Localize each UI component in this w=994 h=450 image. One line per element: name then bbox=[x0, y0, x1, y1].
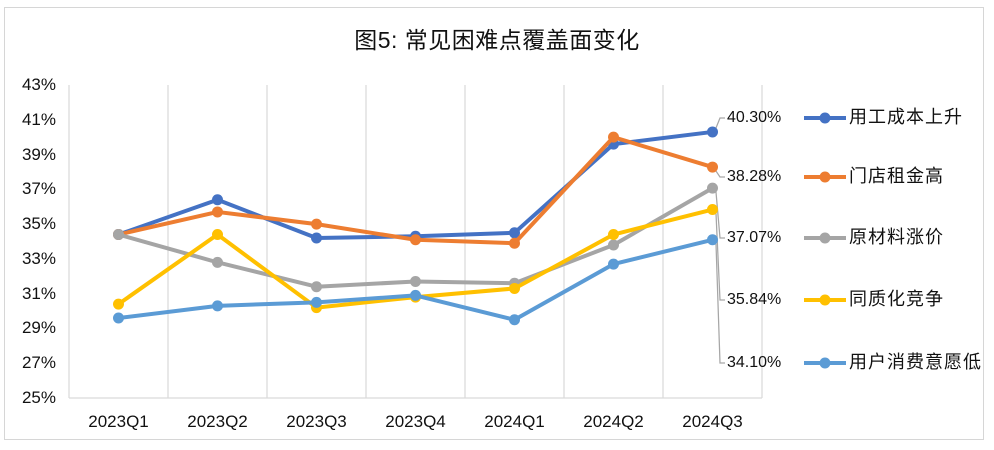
x-axis-tick: 2024Q1 bbox=[484, 412, 545, 431]
data-point-3-5 bbox=[608, 229, 619, 241]
data-point-1-4 bbox=[509, 237, 520, 249]
legend-marker-dot bbox=[819, 232, 831, 244]
y-axis-tick: 25% bbox=[21, 388, 56, 407]
legend-item-label: 同质化竞争 bbox=[849, 289, 944, 309]
leader-line bbox=[715, 117, 725, 129]
data-point-3-4 bbox=[509, 282, 520, 294]
legend-marker-dot bbox=[819, 112, 831, 124]
data-point-2-6 bbox=[707, 182, 718, 194]
x-axis-tick: 2023Q1 bbox=[88, 412, 149, 431]
data-point-2-2 bbox=[311, 281, 322, 293]
data-point-3-1 bbox=[212, 229, 223, 241]
leader-line bbox=[715, 170, 725, 178]
series-line-1 bbox=[116, 135, 715, 246]
x-axis-tick: 2024Q3 bbox=[682, 412, 743, 431]
y-axis-tick: 33% bbox=[21, 248, 56, 268]
series-end-value: 38.28% bbox=[727, 168, 782, 185]
data-point-3-6 bbox=[707, 204, 718, 216]
legend-item-label: 门店租金高 bbox=[849, 166, 944, 186]
legend-marker-dot bbox=[819, 171, 831, 183]
legend-item-label: 用户消费意愿低 bbox=[849, 352, 982, 372]
data-point-0-6 bbox=[707, 126, 718, 138]
x-axis-tick: 2023Q3 bbox=[286, 412, 347, 431]
data-point-4-2 bbox=[311, 296, 322, 308]
data-point-1-3 bbox=[410, 234, 421, 246]
legend-item-label: 用工成本上升 bbox=[849, 107, 963, 127]
y-axis-tick: 43% bbox=[21, 75, 56, 94]
series-end-value: 34.10% bbox=[727, 354, 782, 371]
data-point-4-0 bbox=[113, 312, 124, 324]
x-axis-tick: 2023Q4 bbox=[385, 412, 446, 431]
data-point-4-6 bbox=[707, 234, 718, 246]
leader-line bbox=[715, 243, 725, 364]
x-axis-tick: 2024Q2 bbox=[583, 412, 644, 431]
data-point-1-2 bbox=[311, 218, 322, 230]
chart-title: 图5: 常见困难点覆盖面变化 bbox=[354, 27, 640, 53]
data-point-0-1 bbox=[212, 194, 223, 206]
series-line-0 bbox=[116, 129, 715, 241]
data-point-1-5 bbox=[608, 131, 619, 143]
data-point-0-4 bbox=[509, 227, 520, 239]
legend-marker-dot bbox=[819, 294, 831, 306]
data-point-4-4 bbox=[509, 314, 520, 326]
series-end-value: 40.30% bbox=[727, 109, 782, 126]
data-point-2-5 bbox=[608, 239, 619, 251]
y-axis-tick: 35% bbox=[21, 214, 56, 234]
x-axis-tick: 2023Q2 bbox=[187, 412, 248, 431]
y-axis-tick: 31% bbox=[21, 283, 56, 303]
data-point-0-2 bbox=[311, 232, 322, 244]
y-axis-tick: 37% bbox=[21, 179, 56, 199]
y-axis-tick: 39% bbox=[21, 144, 56, 164]
y-axis-tick: 27% bbox=[21, 353, 56, 373]
data-point-1-1 bbox=[212, 206, 223, 218]
data-point-2-0 bbox=[113, 229, 124, 241]
data-point-2-1 bbox=[212, 256, 223, 268]
data-point-4-3 bbox=[410, 289, 421, 301]
data-point-4-1 bbox=[212, 300, 223, 312]
series-end-value: 35.84% bbox=[727, 291, 782, 308]
series-end-value: 37.07% bbox=[727, 229, 782, 246]
data-point-1-6 bbox=[707, 161, 718, 173]
y-axis-tick: 41% bbox=[21, 109, 56, 129]
data-point-3-0 bbox=[113, 298, 124, 310]
data-point-4-5 bbox=[608, 258, 619, 270]
legend-item-label: 原材料涨价 bbox=[849, 227, 944, 247]
data-point-2-3 bbox=[410, 275, 421, 287]
y-axis-tick: 29% bbox=[21, 318, 56, 338]
legend-marker-dot bbox=[819, 357, 831, 369]
